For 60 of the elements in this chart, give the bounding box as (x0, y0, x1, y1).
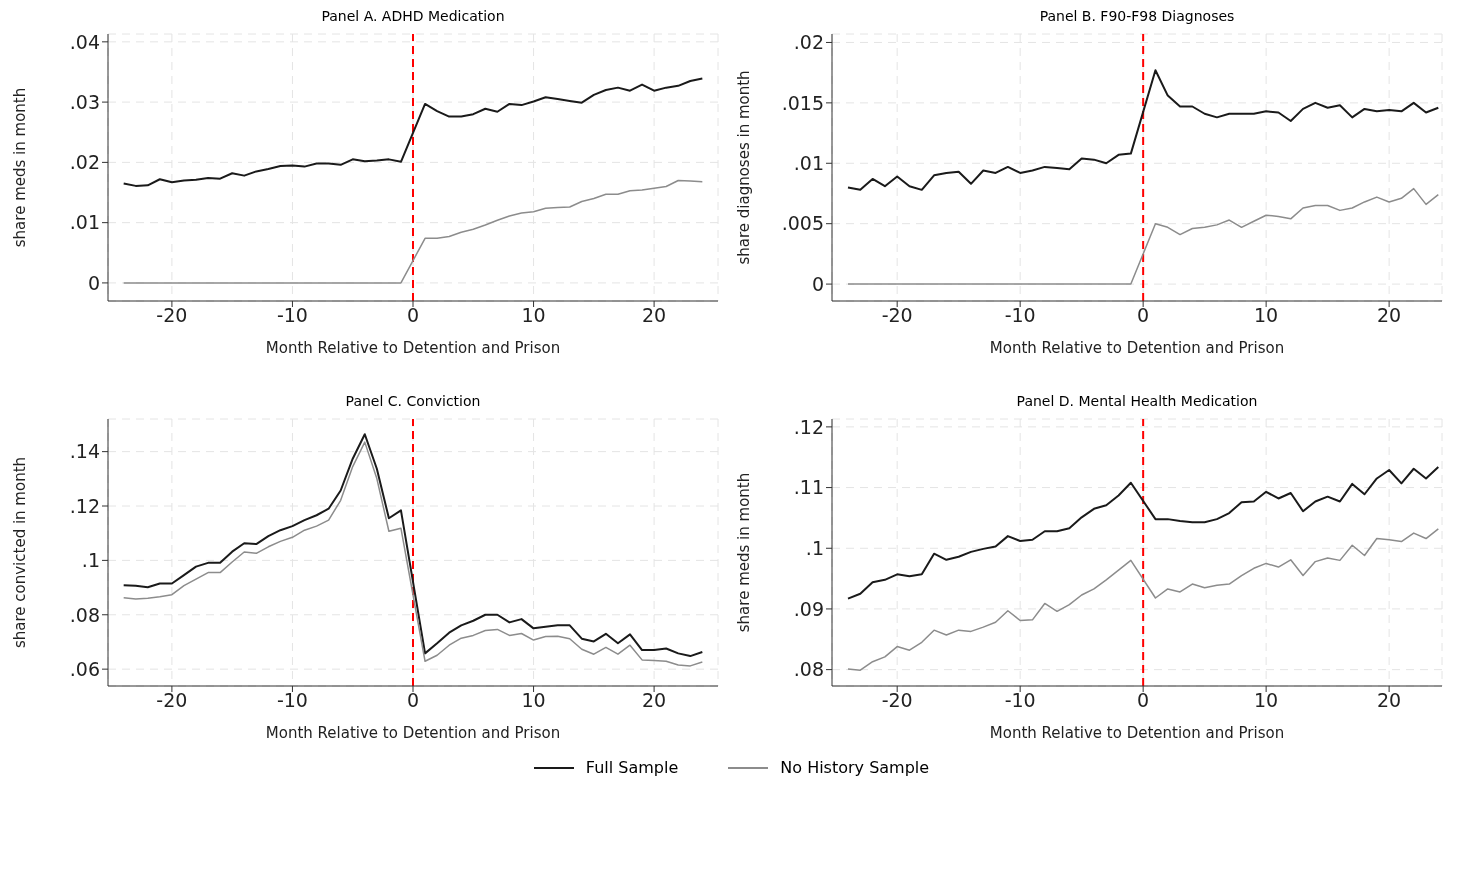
y-axis-title: share diagnoses in month (735, 70, 754, 265)
y-tick-label: .02 (793, 31, 824, 54)
x-tick-label: 10 (1254, 304, 1279, 327)
x-tick-label: -20 (881, 689, 913, 712)
x-tick-label: 10 (1254, 689, 1279, 712)
x-axis-title: Month Relative to Detention and Prison (989, 724, 1285, 742)
y-axis-title: share meds in month (11, 87, 30, 248)
y-tick-label: 0 (87, 271, 100, 294)
line-series (122, 77, 704, 187)
legend-label: No History Sample (780, 758, 930, 777)
x-tick-label: 0 (406, 689, 420, 712)
y-tick-label: .06 (69, 657, 100, 680)
y-tick-label: .11 (793, 476, 824, 499)
line-series (846, 69, 1440, 191)
y-axis-title: share meds in month (735, 472, 754, 633)
x-tick-label: 20 (642, 304, 667, 327)
y-tick-label: .015 (781, 91, 824, 114)
x-tick-label: 20 (1377, 689, 1402, 712)
x-tick-label: 20 (642, 689, 667, 712)
y-tick-label: .12 (69, 494, 100, 517)
line-series (846, 465, 1440, 600)
x-tick-label: -10 (1004, 689, 1036, 712)
x-tick-label: 10 (521, 304, 546, 327)
y-tick-label: .04 (69, 30, 100, 53)
x-tick-label: 0 (1137, 304, 1150, 327)
x-tick-label: 0 (1137, 689, 1150, 712)
x-tick-label: -20 (156, 689, 188, 712)
y-tick-label: .03 (69, 90, 100, 113)
x-axis-title: Month Relative to Detention and Prison (265, 339, 561, 357)
y-tick-label: .08 (793, 658, 824, 681)
chart-title: Panel C. Conviction (344, 393, 482, 411)
line-series (122, 179, 704, 284)
y-tick-label: .12 (793, 415, 824, 438)
x-tick-label: -10 (276, 304, 308, 327)
y-tick-label: .14 (69, 440, 100, 463)
chart-title: Panel B. F90-F98 Diagnoses (1038, 8, 1236, 26)
y-tick-label: 0 (811, 272, 824, 295)
x-axis-title: Month Relative to Detention and Prison (989, 339, 1285, 357)
x-tick-label: -20 (156, 304, 188, 327)
y-tick-label: .08 (69, 603, 100, 626)
x-tick-label: -20 (881, 304, 913, 327)
y-tick-label: .02 (69, 151, 100, 174)
y-tick-label: .1 (81, 549, 100, 572)
y-tick-label: .1 (805, 537, 824, 559)
x-tick-label: 0 (406, 304, 420, 327)
line-series (847, 528, 1440, 671)
chart-title: Panel A. ADHD Medication (320, 8, 506, 26)
y-tick-label: .09 (793, 597, 824, 620)
y-axis-title: share convicted in month (11, 456, 30, 649)
y-tick-label: .01 (69, 211, 100, 234)
x-tick-label: -10 (1004, 304, 1036, 327)
chart-title: Panel D. Mental Health Medication (1015, 393, 1259, 411)
x-tick-label: -10 (276, 689, 308, 712)
y-tick-label: .005 (781, 212, 824, 235)
x-tick-label: 10 (521, 689, 546, 712)
legend-label: Full Sample (585, 758, 679, 777)
y-tick-label: .01 (793, 152, 824, 175)
line-series (847, 187, 1440, 285)
x-tick-label: 20 (1377, 304, 1402, 327)
x-axis-title: Month Relative to Detention and Prison (265, 724, 561, 742)
